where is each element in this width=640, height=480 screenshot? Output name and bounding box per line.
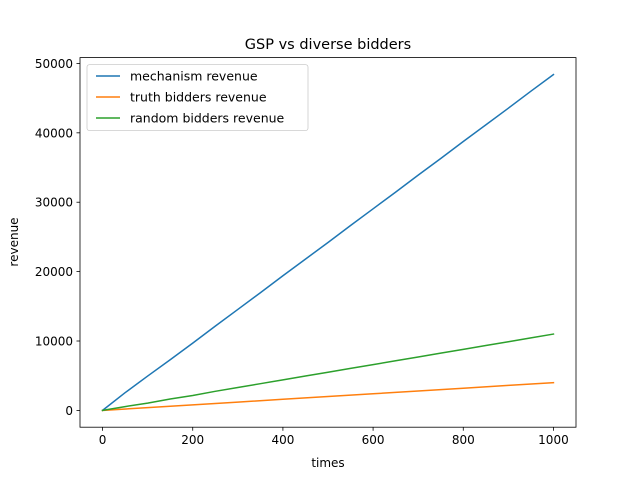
legend-label-0: mechanism revenue — [130, 69, 258, 84]
series-line-2 — [101, 333, 555, 412]
y-tick-label: 40000 — [35, 126, 73, 140]
y-tick-label: 50000 — [35, 57, 73, 71]
series-layer — [101, 73, 555, 412]
y-tick-label: 30000 — [35, 196, 73, 210]
legend-label-1: truth bidders revenue — [130, 90, 267, 105]
x-tick-label: 200 — [181, 433, 204, 447]
y-axis: 0 10000 20000 30000 40000 50000 — [35, 57, 80, 418]
y-tick-label: 10000 — [35, 335, 73, 349]
legend: mechanism revenue truth bidders revenue ra… — [86, 64, 309, 131]
x-tick-label: 800 — [452, 433, 475, 447]
legend-label-2: random bidders revenue — [130, 111, 285, 126]
series-line-0 — [101, 73, 555, 412]
x-tick-label: 400 — [271, 433, 294, 447]
y-axis-label: revenue — [7, 217, 21, 266]
x-axis: 0 200 400 600 800 1000 — [99, 427, 569, 447]
plot-frame — [79, 57, 577, 428]
x-tick-label: 1000 — [538, 433, 569, 447]
series-line-1 — [101, 381, 555, 412]
y-tick-label: 20000 — [35, 265, 73, 279]
chart-title: GSP vs diverse bidders — [245, 37, 411, 53]
y-tick-label: 0 — [65, 404, 73, 418]
x-tick-label: 0 — [99, 433, 107, 447]
legend-box — [86, 64, 309, 131]
x-axis-label: times — [311, 456, 344, 470]
x-tick-label: 600 — [362, 433, 385, 447]
